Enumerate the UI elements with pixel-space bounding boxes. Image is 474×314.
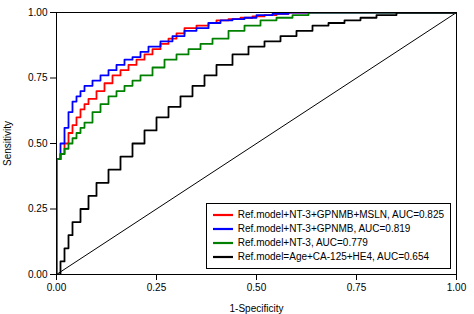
svg-text:1.00: 1.00 [28, 7, 48, 18]
html-text:Ref.model+NT-3+GPNMB, AUC=0.81: Ref.model+NT-3+GPNMB, AUC=0.819 [237, 223, 411, 234]
svg-text:0.00: 0.00 [47, 282, 67, 293]
svg-text:Sensitivity: Sensitivity [2, 121, 13, 166]
svg-text:0.25: 0.25 [147, 282, 167, 293]
html-text:Ref.model+NT-3, AUC=0.779: Ref.model+NT-3, AUC=0.779 [237, 237, 368, 248]
svg-text:0.50: 0.50 [28, 138, 48, 149]
svg-text:0.75: 0.75 [347, 282, 367, 293]
html-text:Ref.model+NT-3+GPNMB+MSLN, AUC: Ref.model+NT-3+GPNMB+MSLN, AUC=0.825 [237, 209, 444, 220]
svg-text:1-Specificity: 1-Specificity [230, 303, 284, 314]
svg-text:1.00: 1.00 [447, 282, 467, 293]
svg-text:0.50: 0.50 [247, 282, 267, 293]
svg-text:0.25: 0.25 [28, 203, 48, 214]
html-text:Ref.model=Age+CA-125+HE4, AUC=: Ref.model=Age+CA-125+HE4, AUC=0.654 [237, 251, 429, 262]
svg-text:0.75: 0.75 [28, 72, 48, 83]
svg-text:0.00: 0.00 [28, 269, 48, 280]
